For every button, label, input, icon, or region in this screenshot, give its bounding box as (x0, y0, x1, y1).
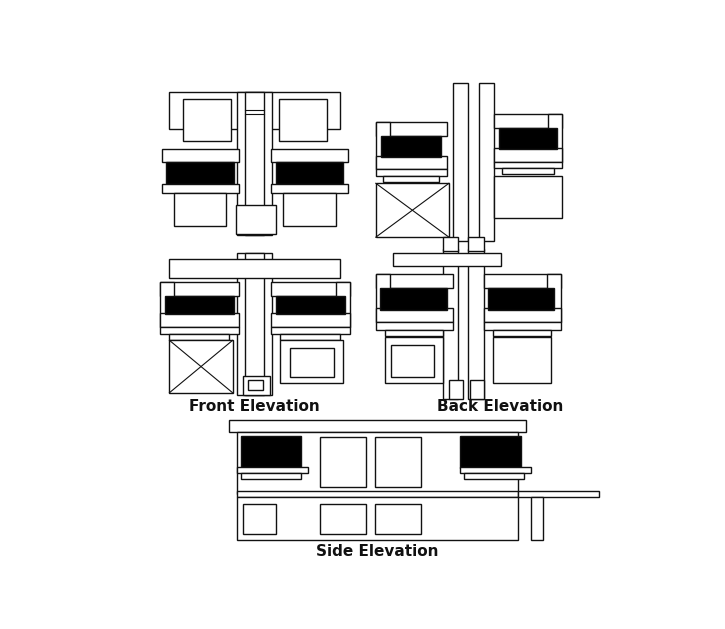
Bar (375, 437, 421, 487)
Bar (376, 121, 389, 169)
Bar (376, 274, 389, 322)
Bar (241, 473, 301, 479)
Bar (230, 420, 526, 432)
Bar (236, 205, 276, 234)
Bar (494, 114, 562, 128)
Bar (381, 288, 447, 309)
Bar (160, 282, 239, 296)
Text: Front Elevation: Front Elevation (188, 399, 320, 414)
Bar (499, 128, 557, 150)
Bar (393, 253, 500, 267)
Bar (494, 162, 562, 168)
Bar (320, 437, 366, 487)
Bar (443, 237, 458, 251)
Bar (174, 193, 226, 226)
Bar (170, 92, 340, 130)
Bar (464, 473, 524, 479)
Bar (470, 380, 484, 399)
Bar (381, 135, 442, 157)
Bar (162, 148, 239, 162)
Bar (271, 184, 348, 193)
Bar (237, 491, 518, 498)
Bar (468, 237, 484, 251)
Bar (276, 296, 345, 314)
Bar (494, 175, 562, 218)
Bar (160, 313, 239, 326)
Bar (283, 193, 336, 226)
Bar (237, 432, 518, 494)
Bar (160, 326, 239, 334)
Bar (453, 83, 468, 241)
Bar (443, 248, 458, 399)
Bar (160, 282, 174, 326)
Bar (376, 322, 453, 330)
Bar (245, 92, 264, 235)
Bar (493, 330, 550, 336)
Bar (241, 436, 301, 468)
Bar (237, 253, 272, 395)
Bar (271, 148, 348, 162)
Bar (162, 184, 239, 193)
Bar (468, 248, 484, 399)
Bar (320, 504, 366, 533)
Bar (493, 337, 550, 384)
Bar (165, 296, 234, 314)
Bar (170, 259, 340, 278)
Bar (488, 288, 555, 309)
Text: Side Elevation: Side Elevation (316, 543, 439, 559)
Bar (460, 467, 531, 473)
Bar (548, 114, 562, 162)
Bar (281, 340, 344, 382)
Bar (271, 313, 349, 326)
Bar (376, 121, 447, 135)
Bar (531, 498, 543, 540)
Bar (376, 274, 453, 288)
Bar (484, 322, 560, 330)
Bar (271, 326, 349, 334)
Bar (336, 282, 349, 326)
Bar (170, 340, 233, 392)
Bar (392, 345, 434, 377)
Bar (237, 467, 308, 473)
Bar (385, 330, 443, 336)
Bar (244, 504, 276, 533)
Bar (281, 334, 340, 340)
Bar (376, 155, 447, 169)
Bar (547, 274, 560, 322)
Bar (484, 274, 560, 288)
Bar (183, 99, 231, 141)
Bar (248, 381, 263, 389)
Bar (271, 282, 349, 296)
Bar (166, 162, 234, 184)
Bar (237, 498, 518, 540)
Bar (289, 348, 334, 377)
Text: Back Elevation: Back Elevation (437, 399, 564, 414)
Bar (484, 308, 560, 322)
Bar (494, 148, 562, 162)
Bar (384, 175, 439, 182)
Bar (479, 83, 494, 241)
Bar (170, 334, 230, 340)
Bar (460, 436, 521, 468)
Bar (276, 162, 344, 184)
Bar (375, 504, 421, 533)
Bar (502, 168, 555, 174)
Bar (385, 337, 443, 384)
Bar (245, 253, 264, 395)
Bar (376, 169, 447, 175)
Bar (279, 99, 326, 141)
Bar (243, 376, 270, 395)
Bar (376, 308, 453, 322)
Bar (518, 491, 599, 498)
Bar (449, 380, 463, 399)
Bar (237, 92, 272, 235)
Bar (376, 183, 449, 237)
